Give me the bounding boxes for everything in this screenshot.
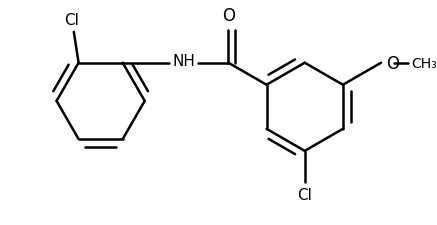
Text: CH₃: CH₃ — [411, 56, 437, 70]
Text: Cl: Cl — [297, 187, 312, 202]
Text: Cl: Cl — [64, 13, 80, 28]
Text: O: O — [386, 54, 399, 72]
Text: O: O — [222, 7, 235, 25]
Text: NH: NH — [173, 54, 196, 69]
